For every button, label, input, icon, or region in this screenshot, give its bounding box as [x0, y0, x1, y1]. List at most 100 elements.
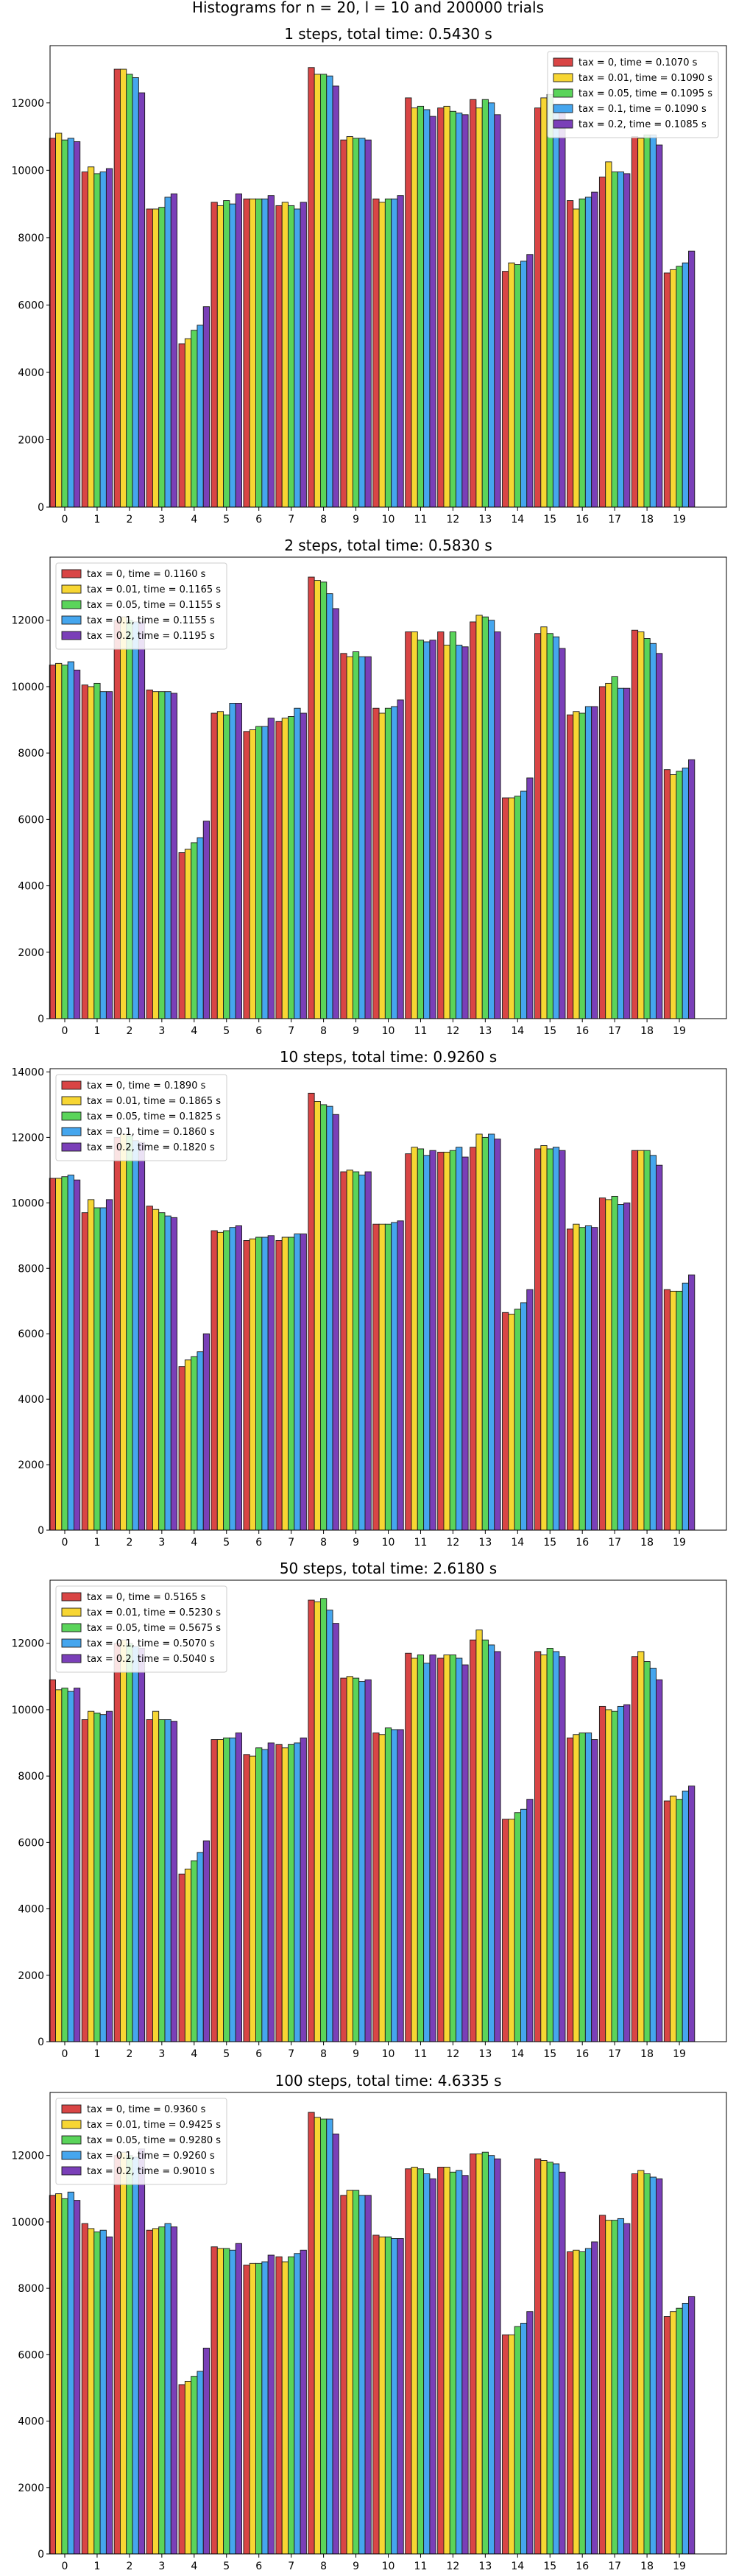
bar [637, 1651, 645, 2042]
bar [267, 1742, 275, 2042]
legend-entry: tax = 0.05, time = 0.1155 s [87, 600, 221, 611]
x-tick-label: 14 [511, 2048, 524, 2060]
y-tick-label: 8000 [18, 1771, 44, 1783]
legend-box [55, 562, 227, 650]
bar [643, 1661, 651, 2042]
legend-box [55, 2098, 227, 2185]
bar [352, 2190, 360, 2555]
bar [202, 306, 210, 508]
bar [405, 1652, 412, 2042]
x-tick-label: 5 [223, 2561, 230, 2572]
y-tick-label: 12000 [11, 1132, 44, 1144]
bar [617, 171, 625, 508]
bar [358, 2195, 366, 2555]
bar [631, 136, 639, 508]
bar [93, 1207, 101, 1531]
legend-swatch [61, 584, 82, 594]
legend-entry: tax = 0.01, time = 0.1090 s [578, 73, 712, 84]
x-tick-label: 8 [320, 2048, 327, 2060]
legend-entry: tax = 0.1, time = 0.9260 s [87, 2151, 215, 2162]
x-tick-label: 9 [353, 2561, 359, 2572]
bar [223, 2248, 230, 2555]
legend-swatch [61, 1127, 82, 1136]
bar [611, 171, 618, 508]
bar [67, 2191, 74, 2555]
bar [643, 134, 651, 508]
bar [93, 173, 101, 508]
bar [191, 1860, 198, 2042]
bar [88, 2228, 95, 2555]
bar [358, 1681, 366, 2042]
bar [358, 1175, 366, 1531]
bar [617, 2218, 625, 2555]
bar [132, 1646, 139, 2042]
bar [184, 2380, 192, 2555]
bar [534, 107, 542, 508]
bar [443, 645, 450, 1019]
legend-box [55, 1074, 227, 1161]
x-tick-label: 7 [288, 2561, 294, 2572]
bar [508, 797, 515, 1019]
bar [294, 1742, 301, 2042]
bar [449, 110, 457, 508]
bar [275, 205, 283, 508]
bar [170, 693, 178, 1019]
bar [546, 1148, 553, 1531]
panel-title: 2 steps, total time: 0.5830 s [284, 537, 492, 554]
bar [320, 74, 328, 508]
y-tick-label: 12000 [11, 615, 44, 627]
bar [637, 631, 645, 1019]
x-tick-label: 12 [446, 1537, 459, 1549]
bar [326, 593, 333, 1019]
bar [229, 2249, 236, 2555]
bar [631, 1656, 639, 2042]
bar [470, 2153, 477, 2555]
bar [152, 208, 160, 508]
bar [197, 1351, 204, 1531]
bar [656, 653, 663, 1019]
y-tick-label: 2000 [18, 1970, 44, 1982]
bar [656, 2178, 663, 2555]
bar [423, 2173, 431, 2555]
legend-swatch [61, 2104, 82, 2114]
bar [202, 1333, 210, 1531]
bar [384, 2236, 392, 2555]
bar [229, 703, 236, 1019]
bar [119, 68, 127, 508]
legend-swatch [553, 88, 573, 98]
bar [643, 2173, 651, 2555]
bar [637, 138, 645, 508]
bar [216, 711, 224, 1019]
bar [540, 2160, 548, 2555]
y-tick-label: 4000 [18, 881, 44, 893]
bar [119, 2151, 127, 2555]
bar [437, 1151, 445, 1531]
legend-swatch [61, 1080, 82, 1090]
x-tick-label: 13 [478, 1025, 492, 1037]
bar [249, 729, 257, 1019]
x-tick-label: 10 [382, 1537, 395, 1549]
x-tick-label: 0 [62, 1537, 68, 1549]
legend: tax = 0, time = 0.1160 s tax = 0.01, time… [55, 562, 227, 650]
bar [591, 706, 598, 1019]
bar [676, 771, 683, 1019]
chart-panel-1: 2 steps, total time: 0.5830 s02000400060… [11, 537, 727, 1037]
bar [300, 2249, 307, 2555]
x-tick-label: 10 [382, 514, 395, 526]
x-tick-label: 6 [255, 1025, 262, 1037]
bar [578, 2251, 586, 2555]
bar [461, 114, 469, 508]
bar [520, 1302, 528, 1531]
bar [649, 1155, 657, 1531]
bar [470, 621, 477, 1019]
bar [314, 1601, 321, 2042]
legend-entry: tax = 0.2, time = 0.1820 s [87, 1142, 215, 1153]
legend-entry: tax = 0.01, time = 0.9425 s [87, 2120, 221, 2131]
legend-swatch [61, 631, 82, 640]
bar [456, 645, 463, 1019]
bar [663, 2316, 671, 2555]
x-tick-label: 7 [288, 514, 294, 526]
bar [146, 689, 153, 1019]
bar [275, 721, 283, 1019]
bar [152, 1209, 160, 1531]
